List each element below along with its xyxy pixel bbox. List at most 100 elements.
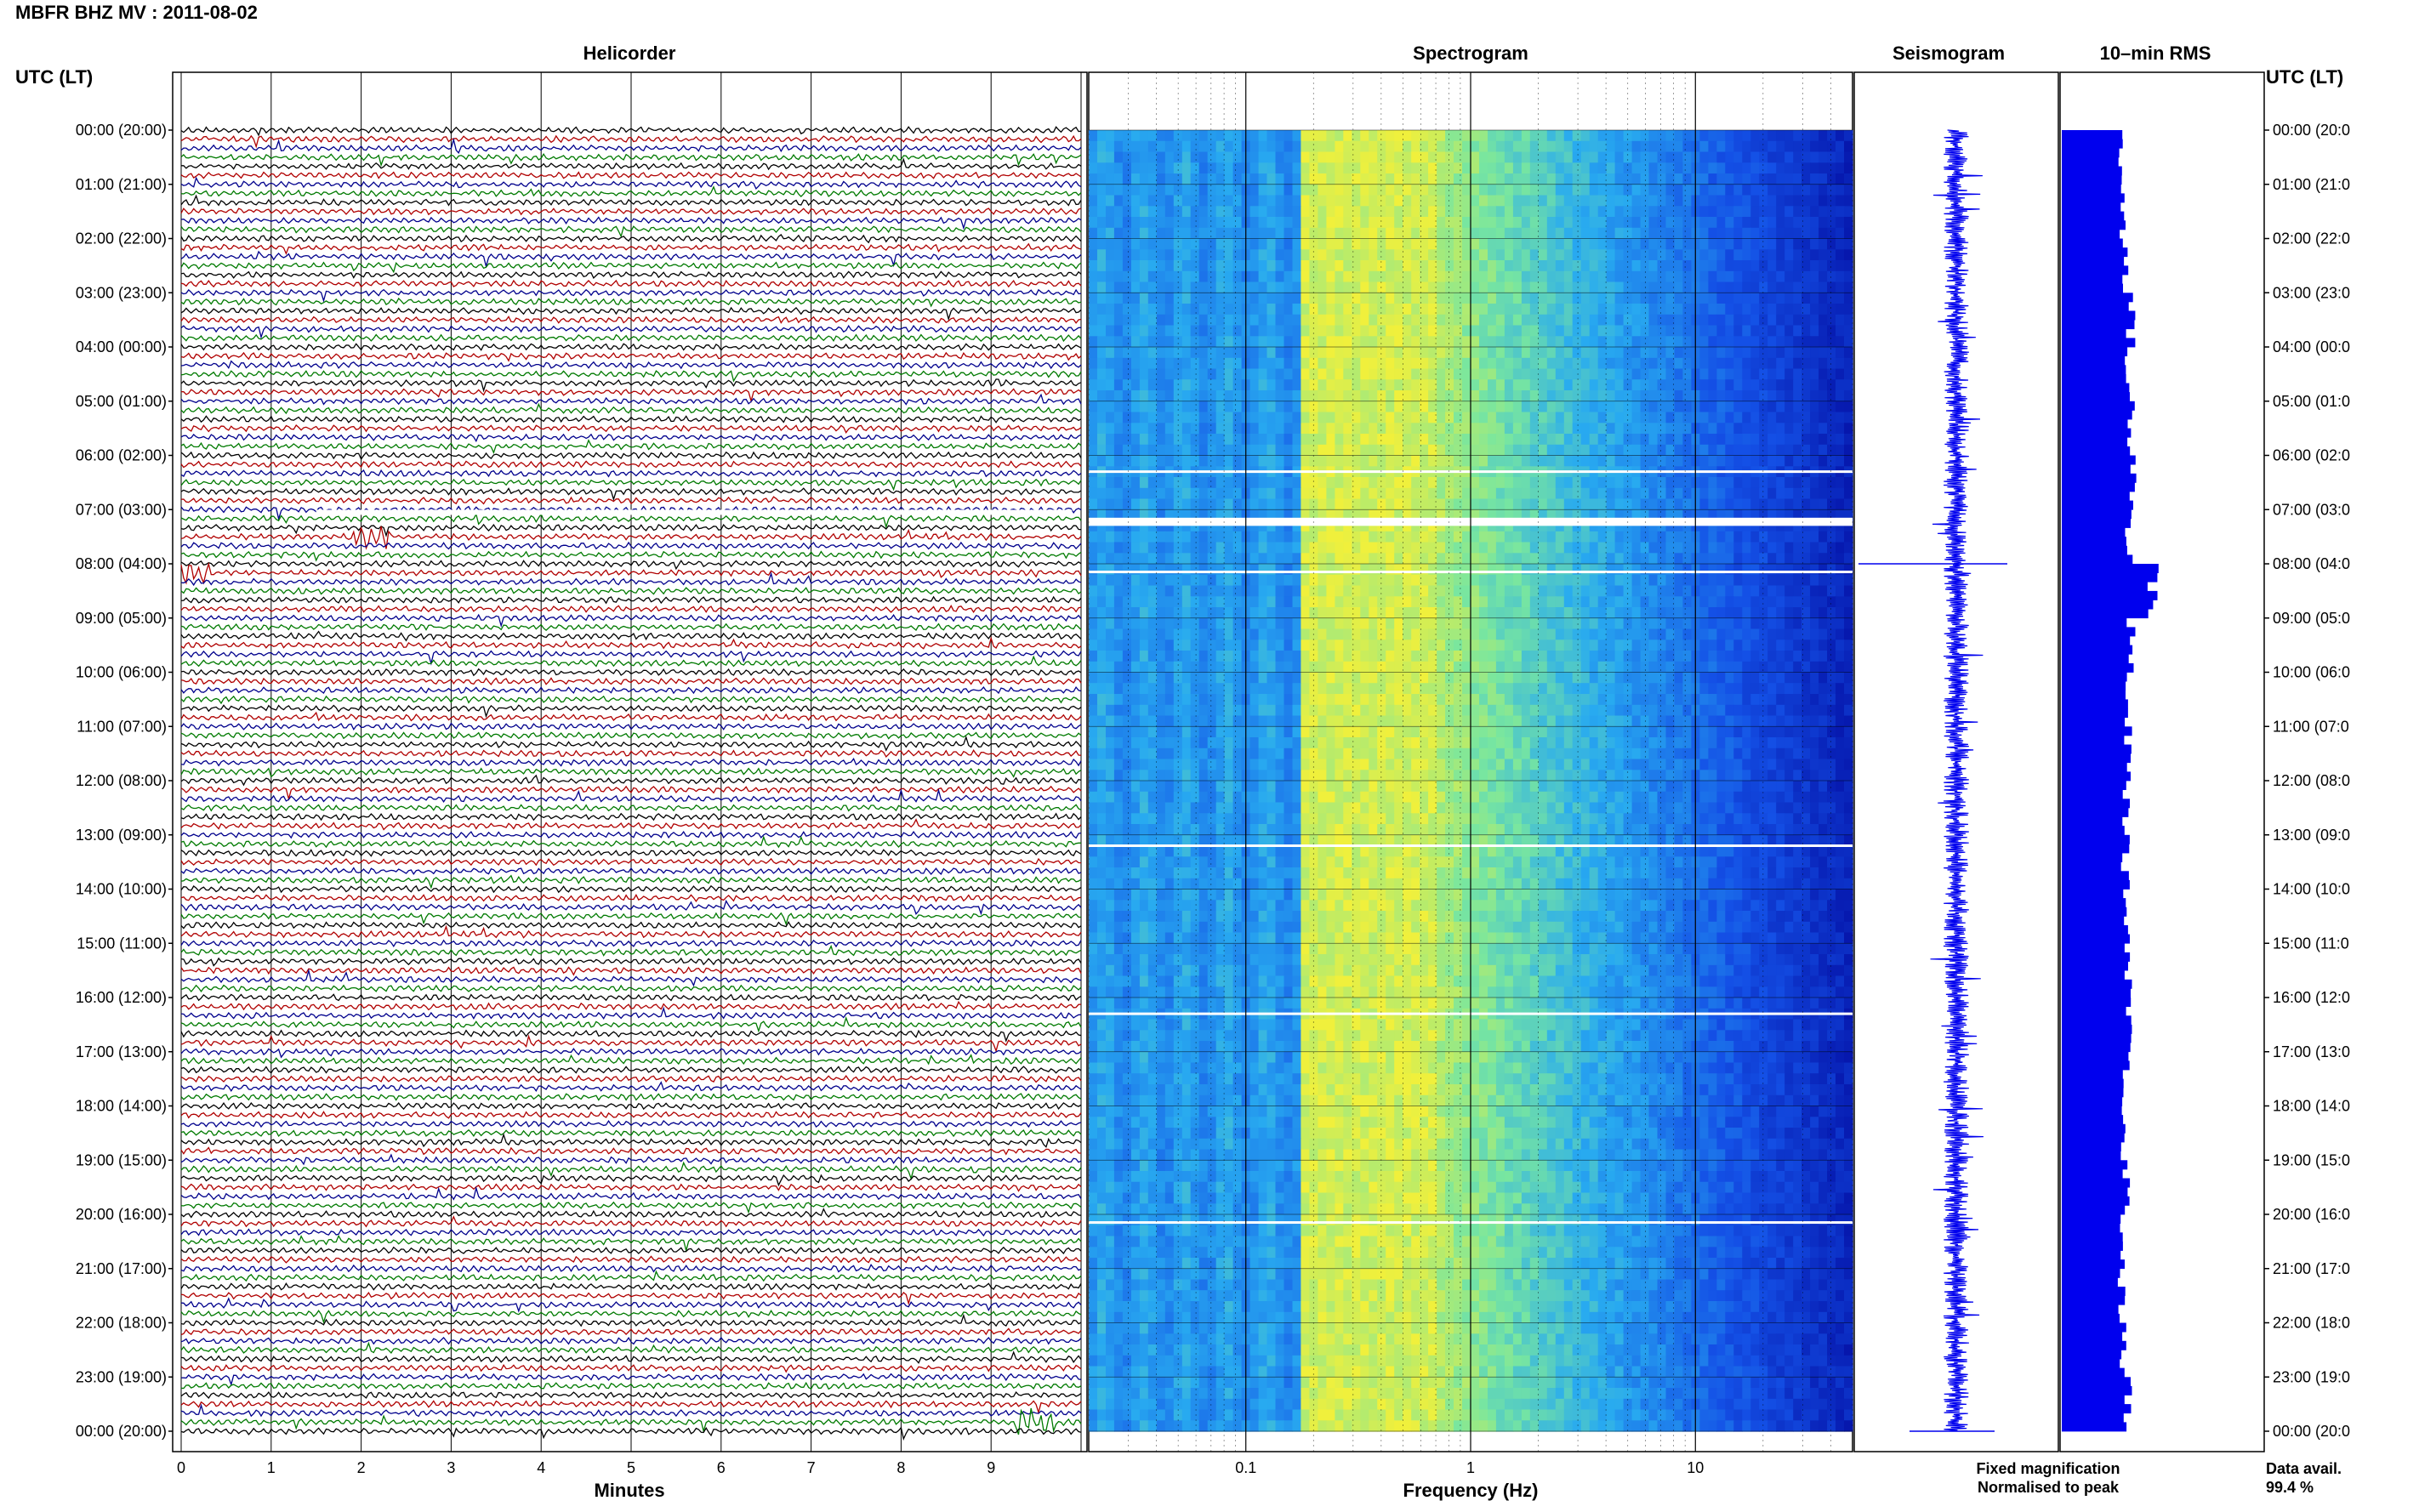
spectrogram-cell — [1173, 574, 1183, 587]
spectrogram-cell — [1759, 217, 1768, 229]
hour-label-left: 00:00 (20:00) — [76, 1423, 167, 1440]
spectrogram-cell — [1445, 661, 1454, 674]
spectrogram-cell — [1597, 639, 1608, 651]
spectrogram-cell — [1147, 477, 1158, 489]
spectrogram-cell — [1631, 347, 1642, 359]
spectrogram-cell — [1563, 130, 1574, 142]
spectrogram-cell — [1529, 455, 1540, 467]
spectrogram-cell — [1784, 455, 1794, 467]
spectrogram-cell — [1207, 173, 1217, 185]
spectrogram-cell — [1665, 585, 1676, 597]
spectrogram-cell — [1335, 314, 1344, 327]
spectrogram-cell — [1224, 487, 1234, 500]
spectrogram-cell — [1572, 520, 1582, 532]
spectrogram-cell — [1386, 683, 1395, 695]
spectrogram-cell — [1665, 217, 1676, 229]
spectrogram-cell — [1403, 434, 1412, 446]
hour-label-left: 07:00 (03:00) — [76, 501, 167, 518]
spectrogram-cell — [1759, 401, 1768, 413]
spectrogram-cell — [1139, 694, 1149, 706]
spectrogram-cell — [1215, 314, 1226, 327]
hour-label-right: 06:00 (02:0 — [2273, 447, 2350, 464]
spectrogram-cell — [1793, 227, 1802, 240]
spectrogram-cell — [1844, 401, 1853, 413]
spectrogram-cell — [1819, 531, 1828, 543]
spectrogram-cell — [1462, 151, 1471, 163]
spectrogram-cell — [1512, 477, 1523, 489]
spectrogram-cell — [1122, 455, 1132, 467]
spectrogram-cell — [1318, 423, 1327, 435]
spectrogram-cell — [1207, 184, 1217, 196]
spectrogram-cell — [1759, 487, 1768, 500]
spectrogram-cell — [1249, 520, 1260, 532]
spectrogram-cell — [1742, 184, 1751, 196]
spectrogram-cell — [1462, 574, 1471, 587]
spectrogram-cell — [1682, 151, 1692, 163]
spectrogram-cell — [1708, 151, 1717, 163]
spectrogram-cell — [1674, 390, 1684, 402]
helicorder-trace — [180, 735, 1082, 752]
spectrogram-cell — [1462, 477, 1471, 489]
spectrogram-cell — [1495, 661, 1505, 674]
spectrogram-cell — [1827, 379, 1836, 391]
spectrogram-cell — [1810, 206, 1819, 218]
spectrogram-cell — [1631, 238, 1642, 250]
spectrogram-cell — [1640, 238, 1650, 250]
spectrogram-cell — [1266, 531, 1277, 543]
spectrogram-cell — [1512, 379, 1523, 391]
spectrogram-cell — [1708, 455, 1717, 467]
spectrogram-cell — [1801, 423, 1811, 435]
spectrogram-cell — [1411, 531, 1420, 543]
spectrogram-cell — [1750, 542, 1760, 554]
spectrogram-cell — [1640, 325, 1650, 337]
spectrogram-cell — [1657, 477, 1667, 489]
spectrogram-cell — [1793, 531, 1802, 543]
spectrogram-cell — [1682, 487, 1692, 500]
spectrogram-cell — [1258, 379, 1268, 391]
spectrogram-cell — [1572, 184, 1582, 196]
spectrogram-cell — [1606, 379, 1616, 391]
spectrogram-cell — [1173, 238, 1183, 250]
spectrogram-cell — [1156, 293, 1166, 304]
spectrogram-cell — [1725, 574, 1734, 587]
spectrogram-cell — [1198, 509, 1209, 521]
helicorder-trace — [180, 487, 1082, 502]
spectrogram-cell — [1546, 140, 1557, 153]
spectrogram-cell — [1232, 401, 1243, 413]
spectrogram-cell — [1844, 487, 1853, 500]
spectrogram-cell — [1580, 162, 1591, 174]
spectrogram-cell — [1546, 444, 1557, 457]
spectrogram-cell — [1580, 379, 1591, 391]
spectrogram-cell — [1708, 249, 1717, 261]
spectrogram-cell — [1759, 130, 1768, 142]
spectrogram-cell — [1309, 585, 1318, 597]
spectrogram-cell — [1164, 694, 1175, 706]
spectrogram-cell — [1428, 195, 1437, 207]
spectrogram-cell — [1462, 206, 1471, 218]
spectrogram-cell — [1538, 293, 1548, 304]
spectrogram-cell — [1275, 694, 1285, 706]
spectrogram-cell — [1292, 130, 1302, 142]
spectrogram-cell — [1181, 357, 1192, 370]
spectrogram-cell — [1326, 184, 1335, 196]
spectrogram-cell — [1326, 487, 1335, 500]
spectrogram-cell — [1555, 542, 1565, 554]
spectrogram-cell — [1716, 206, 1726, 218]
spectrogram-cell — [1844, 596, 1853, 608]
spectrogram-cell — [1106, 651, 1115, 662]
spectrogram-cell — [1164, 390, 1175, 402]
spectrogram-cell — [1801, 617, 1811, 630]
spectrogram-cell — [1546, 347, 1557, 359]
spectrogram-cell — [1215, 347, 1226, 359]
spectrogram-cell — [1301, 151, 1310, 163]
spectrogram-cell — [1207, 455, 1217, 467]
spectrogram-cell — [1283, 617, 1294, 630]
spectrogram-cell — [1386, 249, 1395, 261]
spectrogram-cell — [1352, 683, 1361, 695]
spectrogram-cell — [1130, 455, 1141, 467]
spectrogram-cell — [1283, 260, 1294, 272]
spectrogram-cell — [1479, 140, 1488, 153]
spectrogram-cell — [1546, 509, 1557, 521]
spectrogram-cell — [1411, 130, 1420, 142]
spectrogram-cell — [1437, 293, 1446, 304]
